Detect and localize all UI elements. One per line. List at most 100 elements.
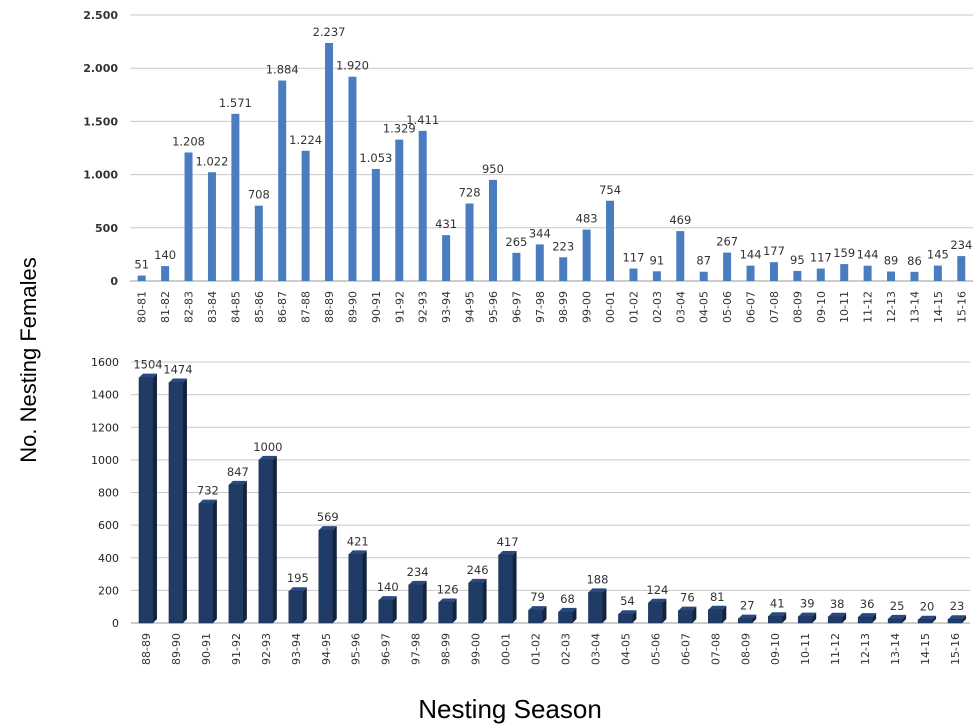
x-tick-label: 84-85 xyxy=(229,291,242,323)
data-label: 27 xyxy=(740,599,755,613)
x-tick-label: 14-15 xyxy=(932,291,945,323)
bar-top xyxy=(528,606,547,611)
top-bar-chart: 0 500 1.000 1.500 2.000 2.500 51 80-81 140 81-82 1… xyxy=(83,9,973,323)
x-tick-label: 03-04 xyxy=(674,291,687,323)
y-tick-label: 1.000 xyxy=(83,169,118,182)
bar xyxy=(278,80,287,282)
bar-side xyxy=(422,580,427,623)
x-tick-label: 01-02 xyxy=(627,291,640,323)
x-tick-label: 10-11 xyxy=(799,633,812,665)
bar xyxy=(947,618,963,624)
bar xyxy=(138,377,154,624)
bar xyxy=(678,610,693,624)
bar xyxy=(618,613,633,624)
x-tick-label: 88-89 xyxy=(323,291,336,323)
bar xyxy=(917,619,933,624)
bar xyxy=(395,139,404,281)
bar-side xyxy=(632,610,637,623)
bar-top xyxy=(648,598,667,603)
bar-side xyxy=(272,455,277,623)
bar xyxy=(498,554,513,624)
x-tick-label: 93-94 xyxy=(290,633,303,665)
data-label: 23 xyxy=(950,599,965,613)
data-label: 950 xyxy=(482,162,504,176)
bar xyxy=(288,590,304,624)
bar xyxy=(254,205,263,281)
bar-top xyxy=(888,614,907,619)
bar-top xyxy=(228,480,247,485)
bar xyxy=(184,152,193,281)
x-tick-label: 10-11 xyxy=(838,291,851,323)
bar-top xyxy=(738,614,757,619)
data-label: 25 xyxy=(890,599,905,613)
data-label: 483 xyxy=(576,212,598,226)
x-tick-label: 95-96 xyxy=(350,633,363,665)
bar xyxy=(207,172,216,281)
data-label: 81 xyxy=(710,590,725,604)
y-tick-label: 2.000 xyxy=(83,62,118,75)
bar-side xyxy=(692,606,697,623)
x-tick-label: 07-08 xyxy=(709,633,722,665)
bar xyxy=(816,268,825,281)
x-tick-label: 91-92 xyxy=(393,291,406,323)
x-tick-label: 96-97 xyxy=(380,633,393,665)
bar-top xyxy=(768,612,787,617)
x-tick-label: 01-02 xyxy=(530,633,543,665)
data-label: 159 xyxy=(833,246,855,260)
x-tick-label: 92-93 xyxy=(260,633,273,665)
x-tick-label: 04-05 xyxy=(698,291,711,323)
bar xyxy=(378,599,393,624)
bar xyxy=(488,179,497,281)
y-tick-label: 1000 xyxy=(91,454,119,467)
bar xyxy=(418,130,427,281)
x-tick-label: 08-09 xyxy=(739,633,752,665)
bar xyxy=(767,616,783,624)
x-tick-label: 92-93 xyxy=(417,291,430,323)
data-label: 246 xyxy=(467,563,489,577)
bar-side xyxy=(212,499,217,623)
bar-side xyxy=(602,588,607,623)
data-label: 140 xyxy=(377,580,399,594)
bar-top xyxy=(168,378,187,383)
bar xyxy=(887,618,903,624)
data-label: 36 xyxy=(860,597,875,611)
bar xyxy=(648,602,663,624)
data-label: 1.208 xyxy=(172,134,205,148)
data-label: 431 xyxy=(435,217,457,231)
bar-top xyxy=(828,612,847,617)
x-tick-label: 91-92 xyxy=(230,633,243,665)
bar-top xyxy=(468,578,487,583)
y-tick-label: 0 xyxy=(112,617,119,630)
x-tick-label: 96-97 xyxy=(510,291,523,323)
x-tick-label: 86-87 xyxy=(276,291,289,323)
bar xyxy=(797,616,813,624)
data-label: 177 xyxy=(763,244,785,258)
x-tick-label: 97-98 xyxy=(410,633,423,665)
data-label: 267 xyxy=(716,235,738,249)
bar xyxy=(738,618,753,624)
bar xyxy=(168,382,184,624)
x-tick-label: 06-07 xyxy=(745,291,758,323)
bar-top xyxy=(708,605,727,610)
bar-side xyxy=(722,605,727,623)
bar xyxy=(699,271,708,281)
x-tick-label: 07-08 xyxy=(768,291,781,323)
bar-side xyxy=(572,607,577,623)
bar-side xyxy=(812,612,817,623)
x-tick-label: 89-90 xyxy=(170,633,183,665)
bar xyxy=(258,459,274,624)
bar xyxy=(676,231,685,281)
data-label: 1504 xyxy=(133,358,162,372)
data-label: 732 xyxy=(197,484,219,498)
data-label: 234 xyxy=(950,238,972,252)
bar xyxy=(559,257,568,281)
data-label: 469 xyxy=(669,213,691,227)
bar-top xyxy=(798,612,817,617)
bar xyxy=(588,592,603,624)
bar xyxy=(535,244,544,281)
y-tick-label: 500 xyxy=(95,222,118,235)
bar-side xyxy=(932,615,937,623)
bar xyxy=(137,275,146,281)
x-tick-label: 93-94 xyxy=(440,291,453,323)
bar xyxy=(371,168,380,281)
